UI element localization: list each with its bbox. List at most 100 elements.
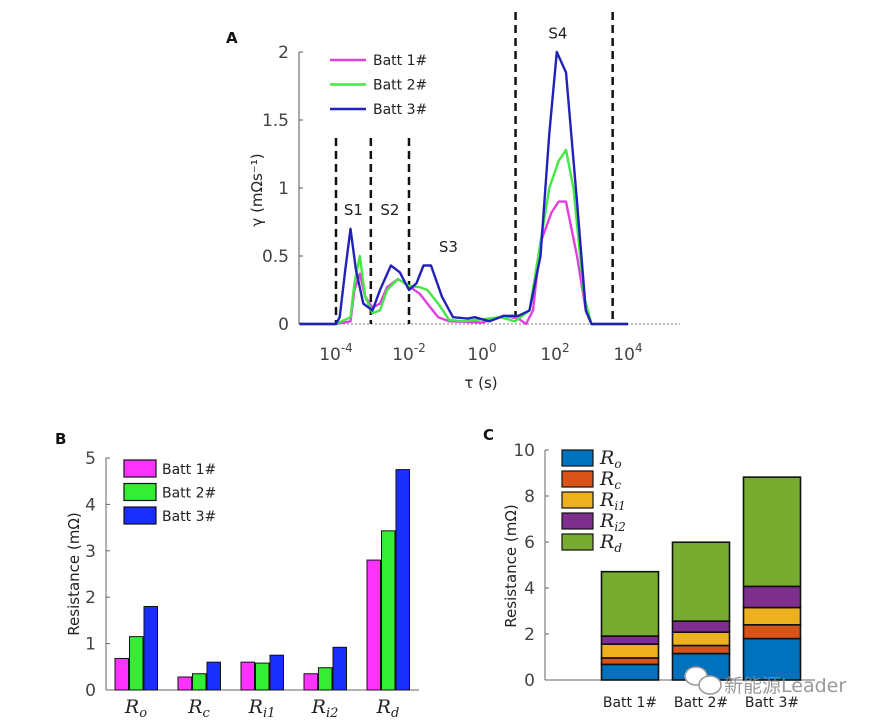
panel-label-b: B	[55, 430, 66, 448]
x-tick-label-a: 10-2	[392, 341, 426, 365]
region-label: S4	[548, 24, 567, 42]
label-main: R	[599, 489, 614, 511]
y-tick-label-c: 6	[524, 533, 535, 553]
tick-exp: 4	[635, 341, 643, 355]
wechat-bubble-right	[698, 675, 722, 695]
y-tick-label-c: 4	[524, 579, 535, 599]
label-sub: i2	[326, 706, 338, 721]
legend-label: Ri2	[599, 510, 626, 534]
y-tick-label-b: 1	[85, 635, 96, 655]
label-main: R	[599, 447, 614, 469]
bar-1-1	[177, 676, 192, 691]
bar-1-0	[114, 657, 129, 691]
x-tick-label-a: 100	[467, 341, 496, 365]
stacked-segment-2-1	[671, 631, 731, 647]
y-tick-label-c: 0	[524, 671, 535, 691]
tick-exp: -2	[414, 341, 426, 355]
label-main: R	[599, 468, 614, 490]
x-tick-label-a: 104	[613, 341, 642, 365]
y-tick-label-a: 0	[278, 315, 289, 335]
legend-label: Batt 3#	[373, 102, 427, 118]
x-tick-label-b: Ro	[124, 696, 147, 721]
y-tick-label-a: 0.5	[262, 247, 289, 267]
legend-label: Rd	[599, 531, 622, 555]
tick-base: 10	[392, 345, 414, 365]
legend-swatch	[561, 512, 594, 530]
stacked-segment-4-1	[671, 541, 731, 622]
legend-label: Batt 3#	[162, 509, 216, 525]
label-main: R	[599, 531, 614, 553]
y-tick-label-c: 10	[513, 441, 535, 461]
stacked-segment-0-0	[600, 663, 660, 681]
y-tick-label-a: 2	[278, 43, 289, 63]
bar-3-0	[143, 605, 158, 691]
y-tick-label-b: 2	[85, 588, 96, 608]
legend-swatch	[561, 449, 594, 467]
label-sub: i2	[614, 520, 625, 534]
stacked-segment-4-2	[742, 476, 802, 588]
y-axis-label-a: γ (mΩs⁻¹)	[248, 153, 266, 226]
label-sub: d	[391, 706, 399, 721]
label-sub: d	[614, 541, 622, 555]
tick-base: 10	[540, 345, 562, 365]
legend-swatch	[123, 459, 157, 478]
label-sub: i1	[263, 706, 275, 721]
region-label: S2	[380, 201, 399, 219]
stacked-segment-1-1	[671, 644, 731, 655]
legend-swatch	[123, 506, 157, 525]
label-main: R	[311, 696, 326, 718]
legend-swatch	[561, 470, 594, 488]
stacked-segment-4-0	[600, 570, 660, 637]
legend-label: Rc	[599, 468, 621, 492]
stacked-segment-2-0	[600, 643, 660, 659]
bar-3-4	[395, 469, 410, 691]
bar-2-1	[192, 673, 207, 691]
stacked-segment-3-2	[742, 585, 802, 609]
legend-swatch	[561, 491, 594, 509]
region-label: S3	[439, 238, 458, 256]
stacked-segment-3-1	[671, 620, 731, 633]
x-tick-label-b: Rd	[376, 696, 400, 721]
legend-label: Ri1	[599, 489, 626, 513]
y-tick-label-a: 1.5	[262, 111, 289, 131]
bar-1-3	[303, 673, 318, 691]
bar-3-1	[206, 661, 221, 691]
tick-exp: -4	[341, 341, 353, 355]
y-tick-label-c: 8	[524, 487, 535, 507]
watermark: 新能源Leader	[684, 666, 846, 697]
region-label: S1	[344, 201, 363, 219]
tick-base: 10	[467, 345, 489, 365]
stacked-segment-1-2	[742, 623, 802, 640]
y-tick-label-b: 0	[85, 681, 96, 701]
stacked-segment-0-2	[742, 637, 802, 681]
tick-base: 10	[613, 345, 635, 365]
legend-label: Ro	[599, 447, 622, 471]
y-axis-label-b: Resistance (mΩ)	[65, 512, 83, 635]
tick-base: 10	[319, 345, 341, 365]
x-tick-label-b: Rc	[187, 696, 210, 721]
legend-label: Batt 1#	[162, 462, 216, 478]
watermark-text: 新能源Leader	[724, 675, 846, 697]
label-main: R	[599, 510, 614, 532]
legend-label: Batt 2#	[373, 78, 427, 94]
x-axis-label-a: τ (s)	[464, 374, 497, 392]
x-tick-label-c: Batt 1#	[603, 695, 657, 711]
label-sub: c	[614, 478, 621, 492]
label-sub: c	[203, 706, 211, 721]
legend-swatch	[561, 533, 594, 551]
bar-2-0	[129, 636, 144, 691]
tick-exp: 0	[489, 341, 497, 355]
bar-2-3	[318, 667, 333, 691]
stacked-segment-3-0	[600, 635, 660, 645]
label-main: R	[124, 696, 139, 718]
x-tick-label-b: Ri1	[248, 696, 276, 721]
y-tick-label-a: 1	[278, 179, 289, 199]
y-axis-label-c: Resistance (mΩ)	[502, 504, 520, 627]
x-tick-label-a: 10-4	[319, 341, 353, 365]
label-sub: o	[614, 457, 621, 471]
wechat-icon	[684, 666, 722, 695]
y-tick-label-b: 5	[85, 449, 96, 469]
bar-2-4	[381, 530, 396, 691]
bar-3-2	[269, 654, 284, 691]
